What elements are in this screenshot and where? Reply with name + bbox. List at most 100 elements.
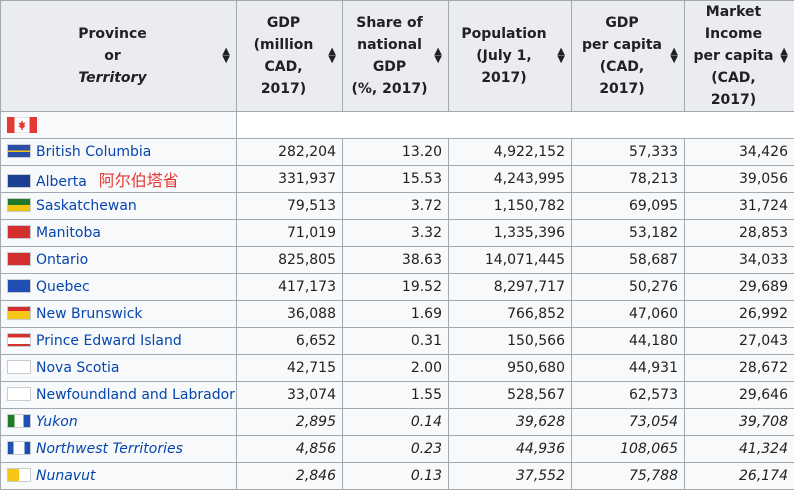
header-province[interactable]: Province or Territory ▲▼ (1, 1, 237, 112)
share-cell: 3.72 (343, 193, 449, 220)
gdp-cell: 36,088 (237, 301, 343, 328)
market-income-cell: 39,708 (685, 409, 794, 436)
canada-empty-cell (237, 112, 794, 139)
sort-icon[interactable]: ▲▼ (780, 48, 788, 64)
header-mi-line1: Market (706, 4, 761, 20)
province-cell: Alberta 阿尔伯塔省 (1, 166, 237, 193)
share-cell: 15.53 (343, 166, 449, 193)
province-cell: Newfoundland and Labrador (1, 382, 237, 409)
province-link[interactable]: Ontario (36, 252, 88, 268)
province-cell: Yukon (1, 409, 237, 436)
share-cell: 3.32 (343, 220, 449, 247)
header-share-line3: (%, 2017) (352, 81, 428, 97)
header-market-income[interactable]: Market Income per capita (CAD, 2017) ▲▼ (685, 1, 794, 112)
population-cell: 1,335,396 (449, 220, 572, 247)
header-gdp[interactable]: GDP (million CAD, 2017) ▲▼ (237, 1, 343, 112)
market-income-cell: 29,646 (685, 382, 794, 409)
sort-icon[interactable]: ▲▼ (222, 48, 230, 64)
province-link[interactable]: Northwest Territories (36, 441, 183, 457)
mb-flag-icon (7, 225, 31, 239)
share-cell: 1.55 (343, 382, 449, 409)
province-link[interactable]: Nunavut (36, 468, 95, 484)
province-cell: British Columbia (1, 139, 237, 166)
province-link[interactable]: Newfoundland and Labrador (36, 387, 235, 403)
sort-icon[interactable]: ▲▼ (434, 48, 442, 64)
gdp-per-capita-cell: 57,333 (572, 139, 685, 166)
gdp-cell: 282,204 (237, 139, 343, 166)
province-link[interactable]: British Columbia (36, 144, 151, 160)
gdp-cell: 4,856 (237, 436, 343, 463)
header-population-line2: (July 1, 2017) (476, 48, 531, 86)
header-share[interactable]: Share of national GDP (%, 2017) ▲▼ (343, 1, 449, 112)
header-province-line2: or (104, 48, 121, 64)
on-flag-icon (7, 252, 31, 266)
header-mi-line2: Income (705, 26, 762, 42)
province-cell: Quebec (1, 274, 237, 301)
gdp-cell: 33,074 (237, 382, 343, 409)
gdp-cell: 71,019 (237, 220, 343, 247)
province-link[interactable]: Nova Scotia (36, 360, 119, 376)
population-cell: 950,680 (449, 355, 572, 382)
market-income-cell: 34,033 (685, 247, 794, 274)
share-cell: 13.20 (343, 139, 449, 166)
sort-icon[interactable]: ▲▼ (557, 48, 565, 64)
header-province-line1: Province (78, 26, 146, 42)
population-cell: 44,936 (449, 436, 572, 463)
province-link[interactable]: Manitoba (36, 225, 101, 241)
province-link[interactable]: New Brunswick (36, 306, 143, 322)
ab-flag-icon (7, 174, 31, 188)
gdp-per-capita-cell: 73,054 (572, 409, 685, 436)
population-cell: 4,243,995 (449, 166, 572, 193)
qc-flag-icon (7, 279, 31, 293)
population-cell: 14,071,445 (449, 247, 572, 274)
header-population-line1: Population (461, 26, 546, 42)
gdp-per-capita-cell: 78,213 (572, 166, 685, 193)
market-income-cell: 26,992 (685, 301, 794, 328)
share-cell: 0.23 (343, 436, 449, 463)
ns-flag-icon (7, 360, 31, 374)
gdp-per-capita-cell: 44,931 (572, 355, 685, 382)
canada-row (1, 112, 794, 139)
gdp-cell: 331,937 (237, 166, 343, 193)
gdp-cell: 825,805 (237, 247, 343, 274)
yt-flag-icon (7, 414, 31, 428)
province-cell: Saskatchewan (1, 193, 237, 220)
population-cell: 766,852 (449, 301, 572, 328)
header-gdp-line3: CAD, 2017) (261, 59, 306, 97)
annotation-text: 阿尔伯塔省 (99, 171, 179, 190)
header-population[interactable]: Population (July 1, 2017) ▲▼ (449, 1, 572, 112)
gdp-cell: 2,846 (237, 463, 343, 490)
header-mi-line4: (CAD, 2017) (711, 70, 756, 108)
sort-icon[interactable]: ▲▼ (328, 48, 336, 64)
share-cell: 0.14 (343, 409, 449, 436)
header-share-line2: national GDP (357, 37, 422, 75)
market-income-cell: 27,043 (685, 328, 794, 355)
province-cell: Northwest Territories (1, 436, 237, 463)
province-link[interactable]: Alberta (36, 174, 87, 190)
gdp-per-capita-cell: 50,276 (572, 274, 685, 301)
market-income-cell: 31,724 (685, 193, 794, 220)
province-cell: Prince Edward Island (1, 328, 237, 355)
population-cell: 4,922,152 (449, 139, 572, 166)
header-gdppc-line2: per capita (582, 37, 662, 53)
header-gdp-per-capita[interactable]: GDP per capita (CAD, 2017) ▲▼ (572, 1, 685, 112)
canada-flag-cell (1, 112, 237, 139)
province-link[interactable]: Saskatchewan (36, 198, 137, 214)
header-gdp-line2: (million (254, 37, 314, 53)
province-link[interactable]: Prince Edward Island (36, 333, 182, 349)
nl-flag-icon (7, 387, 31, 401)
province-link[interactable]: Quebec (36, 279, 90, 295)
header-gdp-line1: GDP (267, 15, 300, 31)
province-link[interactable]: Yukon (36, 414, 78, 430)
population-cell: 150,566 (449, 328, 572, 355)
province-cell: Nova Scotia (1, 355, 237, 382)
sort-icon[interactable]: ▲▼ (670, 48, 678, 64)
market-income-cell: 41,324 (685, 436, 794, 463)
province-cell: New Brunswick (1, 301, 237, 328)
province-cell: Manitoba (1, 220, 237, 247)
